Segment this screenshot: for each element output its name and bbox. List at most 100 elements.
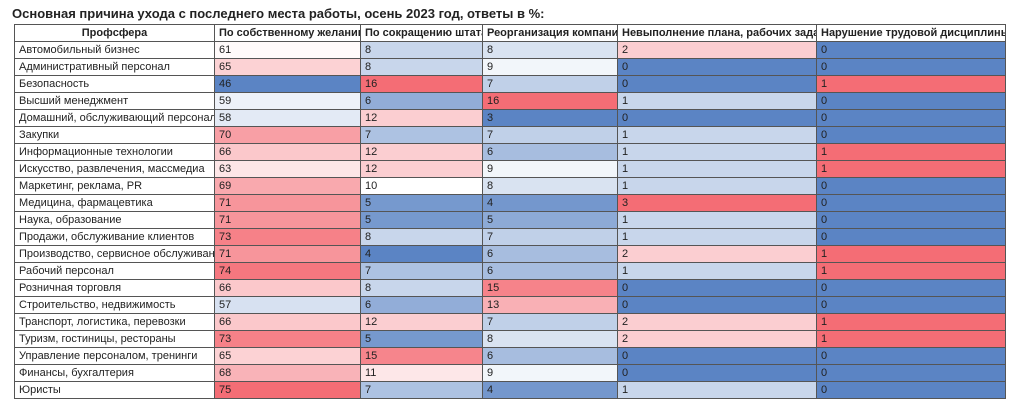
heat-cell: 1	[816, 313, 1006, 331]
heat-cell: 2	[617, 330, 817, 348]
heat-cell: 66	[214, 143, 361, 161]
heat-cell: 0	[816, 228, 1006, 246]
heat-cell: 12	[360, 160, 483, 178]
heat-cell: 6	[482, 347, 618, 365]
heat-cell: 1	[617, 126, 817, 144]
heat-cell: 1	[816, 160, 1006, 178]
heatmap-body: Автомобильный бизнес 61 8 8 2 0 Административн…	[14, 41, 1006, 399]
heat-cell: 0	[816, 58, 1006, 76]
heat-cell: 3	[617, 194, 817, 212]
header-row: Профсфера По собственному желанию По сок…	[14, 24, 1006, 42]
heat-cell: 6	[360, 296, 483, 314]
heat-cell: 1	[617, 211, 817, 229]
heat-cell: 0	[816, 364, 1006, 382]
heat-cell: 6	[360, 92, 483, 110]
table-row: Рабочий персонал 74 7 6 1 1	[14, 262, 1006, 280]
row-header: Профсфера	[14, 24, 215, 42]
heat-cell: 1	[617, 262, 817, 280]
heat-cell: 0	[816, 381, 1006, 399]
chart-title: Основная причина ухода с последнего мест…	[12, 6, 545, 21]
table-row: Продажи, обслуживание клиентов 73 8 7 1 0	[14, 228, 1006, 246]
heat-cell: 0	[617, 109, 817, 127]
heat-cell: 5	[482, 211, 618, 229]
heat-cell: 61	[214, 41, 361, 59]
heat-cell: 1	[617, 177, 817, 195]
heat-cell: 68	[214, 364, 361, 382]
heat-cell: 74	[214, 262, 361, 280]
row-label: Маркетинг, реклама, PR	[14, 177, 215, 195]
heat-cell: 1	[617, 228, 817, 246]
table-row: Закупки 70 7 7 1 0	[14, 126, 1006, 144]
heat-cell: 65	[214, 347, 361, 365]
heat-cell: 75	[214, 381, 361, 399]
table-row: Искусство, развлечения, массмедиа 63 12 9 1 1	[14, 160, 1006, 178]
heat-cell: 8	[482, 177, 618, 195]
heat-cell: 65	[214, 58, 361, 76]
heat-cell: 0	[816, 41, 1006, 59]
heat-cell: 7	[482, 313, 618, 331]
row-label: Юристы	[14, 381, 215, 399]
row-label: Закупки	[14, 126, 215, 144]
heat-cell: 15	[360, 347, 483, 365]
heat-cell: 0	[816, 92, 1006, 110]
column-header: Нарушение трудовой дисциплины	[816, 24, 1006, 42]
table-row: Туризм, гостиницы, рестораны 73 5 8 2 1	[14, 330, 1006, 348]
row-label: Административный персонал	[14, 58, 215, 76]
heat-cell: 2	[617, 245, 817, 263]
row-label: Туризм, гостиницы, рестораны	[14, 330, 215, 348]
heat-cell: 66	[214, 279, 361, 297]
table-row: Строительство, недвижимость 57 6 13 0 0	[14, 296, 1006, 314]
heat-cell: 73	[214, 228, 361, 246]
heat-cell: 4	[482, 194, 618, 212]
heat-cell: 0	[617, 58, 817, 76]
heat-cell: 10	[360, 177, 483, 195]
heat-cell: 6	[482, 143, 618, 161]
heat-cell: 71	[214, 245, 361, 263]
row-label: Рабочий персонал	[14, 262, 215, 280]
heatmap-table: Профсфера По собственному желанию По сок…	[14, 24, 1006, 399]
heat-cell: 0	[816, 177, 1006, 195]
heat-cell: 9	[482, 364, 618, 382]
row-label: Розничная торговля	[14, 279, 215, 297]
heat-cell: 13	[482, 296, 618, 314]
table-row: Медицина, фармацевтика 71 5 4 3 0	[14, 194, 1006, 212]
table-row: Розничная торговля 66 8 15 0 0	[14, 279, 1006, 297]
heat-cell: 73	[214, 330, 361, 348]
heat-cell: 1	[617, 143, 817, 161]
table-row: Домашний, обслуживающий персонал 58 12 3 0 0	[14, 109, 1006, 127]
heat-cell: 1	[816, 143, 1006, 161]
heat-cell: 0	[617, 279, 817, 297]
row-label: Информационные технологии	[14, 143, 215, 161]
heat-cell: 7	[360, 126, 483, 144]
heat-cell: 1	[816, 262, 1006, 280]
heat-cell: 7	[360, 381, 483, 399]
heat-cell: 8	[360, 58, 483, 76]
row-label: Высший менеджмент	[14, 92, 215, 110]
row-label: Строительство, недвижимость	[14, 296, 215, 314]
heat-cell: 5	[360, 211, 483, 229]
heat-cell: 0	[816, 296, 1006, 314]
heat-cell: 12	[360, 109, 483, 127]
heat-cell: 5	[360, 330, 483, 348]
table-row: Автомобильный бизнес 61 8 8 2 0	[14, 41, 1006, 59]
heat-cell: 0	[816, 279, 1006, 297]
table-row: Юристы 75 7 4 1 0	[14, 381, 1006, 399]
row-label: Домашний, обслуживающий персонал	[14, 109, 215, 127]
row-label: Управление персоналом, тренинги	[14, 347, 215, 365]
heat-cell: 71	[214, 211, 361, 229]
table-row: Безопасность 46 16 7 0 1	[14, 75, 1006, 93]
heat-cell: 7	[482, 228, 618, 246]
column-header: Реорганизация компании	[482, 24, 618, 42]
heat-cell: 7	[360, 262, 483, 280]
row-label: Производство, сервисное обслуживание	[14, 245, 215, 263]
heat-cell: 1	[617, 381, 817, 399]
heat-cell: 0	[617, 75, 817, 93]
row-label: Искусство, развлечения, массмедиа	[14, 160, 215, 178]
heat-cell: 3	[482, 109, 618, 127]
heat-cell: 8	[360, 41, 483, 59]
table-row: Производство, сервисное обслуживание 71 4 6…	[14, 245, 1006, 263]
heat-cell: 7	[482, 126, 618, 144]
heat-cell: 12	[360, 313, 483, 331]
heat-cell: 0	[816, 347, 1006, 365]
heat-cell: 4	[482, 381, 618, 399]
